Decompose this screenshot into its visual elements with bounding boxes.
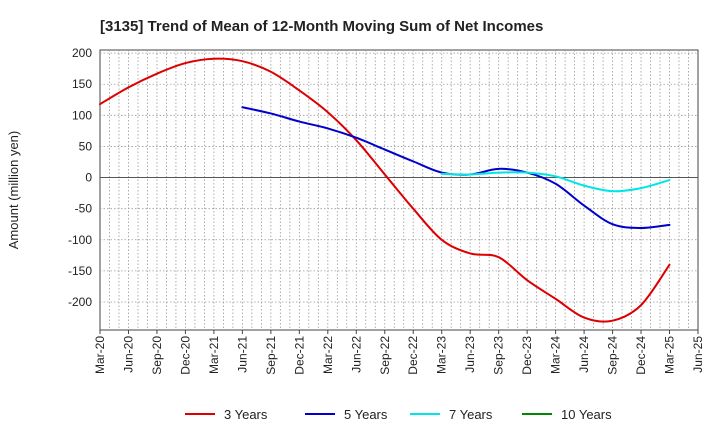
legend-label-5-years: 5 Years [344,407,388,422]
x-tick-label: Jun-21 [235,336,249,373]
x-tick-label: Sep-23 [492,336,506,375]
x-tick-label: Jun-20 [121,336,135,373]
x-tick-label: Sep-20 [150,336,164,375]
series-line-7-years [440,171,671,193]
y-tick-label: -200 [68,295,92,309]
y-tick-label: -50 [75,202,93,216]
grid [100,50,698,330]
x-tick-label: Sep-21 [264,336,278,375]
legend-label-7-years: 7 Years [449,407,493,422]
chart-title: [3135] Trend of Mean of 12-Month Moving … [100,18,543,35]
legend-label-3-years: 3 Years [224,407,268,422]
x-tick-label: Mar-24 [549,336,563,374]
x-tick-label: Mar-22 [321,336,335,374]
x-tick-label: Mar-25 [663,336,677,374]
x-tick-label: Mar-21 [207,336,221,374]
legend: 3 Years 5 Years 7 Years 10 Years [185,407,612,422]
series-layer [99,57,671,323]
y-tick-label: 150 [72,77,92,91]
y-tick-label: 100 [72,108,92,122]
x-tick-label: Dec-20 [178,336,192,375]
x-tick-label: Dec-23 [520,336,534,375]
y-tick-label: -100 [68,233,92,247]
series-line-3-years [99,57,671,323]
x-axis: Mar-20 Jun-20 Sep-20 Dec-20 Mar-21 Jun-21 Sep-… [93,330,705,375]
y-tick-label: -150 [68,264,92,278]
x-tick-label: Jun-25 [691,336,705,373]
x-tick-label: Mar-23 [435,336,449,374]
x-tick-label: Jun-23 [463,336,477,373]
x-tick-label: Jun-22 [349,336,363,373]
x-tick-label: Mar-20 [93,336,107,374]
x-tick-label: Dec-22 [406,336,420,375]
x-tick-label: Jun-24 [577,336,591,373]
x-tick-label: Dec-24 [634,336,648,375]
x-tick-label: Sep-22 [378,336,392,375]
y-tick-label: 0 [85,171,92,185]
y-tick-label: 50 [79,139,93,153]
legend-label-10-years: 10 Years [561,407,612,422]
y-axis-label: Amount (million yen) [6,131,21,250]
y-tick-label: 200 [72,46,92,60]
x-tick-label: Dec-21 [292,336,306,375]
y-axis: 200 150 100 50 0 -50 -100 -150 -200 [68,46,92,309]
x-tick-label: Sep-24 [606,336,620,375]
